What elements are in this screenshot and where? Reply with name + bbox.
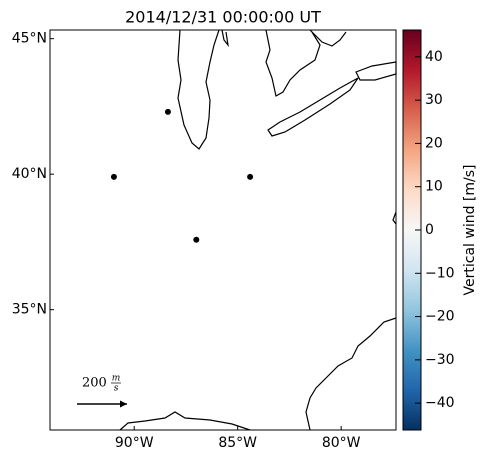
quiver-key-unit-num: m (112, 374, 121, 384)
lat-label: 45°N (12, 31, 47, 47)
quiver-key-head (120, 400, 127, 408)
lon-label: 85°W (218, 435, 257, 451)
colorbar-tick-label: 20 (425, 135, 443, 151)
colorbar-tick-label: −10 (425, 265, 455, 281)
station-point (110, 173, 117, 180)
colorbar-tick-label: 10 (425, 179, 443, 195)
colorbar-tick-label: −30 (425, 352, 455, 368)
lake-erie (267, 77, 359, 137)
atlantic-coast (305, 317, 397, 431)
st-lawrence (309, 29, 347, 47)
upper-peninsula (221, 29, 229, 48)
coastlines (119, 29, 397, 431)
lat-label: 35°N (12, 302, 47, 318)
station-point (247, 173, 254, 180)
colorbar-tick-label: −20 (425, 309, 455, 325)
map-title: 2014/12/31 00:00:00 UT (125, 8, 321, 27)
colorbar-label: Vertical wind [m/s] (462, 165, 478, 296)
lat-label: 40°N (12, 166, 47, 182)
lake-huron (265, 29, 321, 97)
lon-label: 90°W (115, 435, 154, 451)
gulf-coast (119, 411, 251, 431)
colorbar-tick-label: −40 (425, 395, 455, 411)
map-frame (49, 29, 397, 431)
station-point (193, 236, 200, 243)
lake-ontario (355, 61, 397, 81)
station-point (164, 108, 171, 115)
lake-michigan (177, 29, 220, 150)
quiver-key-unit-den: s (114, 384, 119, 394)
quiver-key-value: 200 (82, 376, 107, 391)
coast-edge (392, 211, 397, 225)
colorbar-tick-label: 0 (425, 222, 434, 238)
colorbar-tick-label: 30 (425, 92, 443, 108)
lon-label: 80°W (322, 435, 361, 451)
colorbar-tick-label: 40 (425, 49, 443, 65)
